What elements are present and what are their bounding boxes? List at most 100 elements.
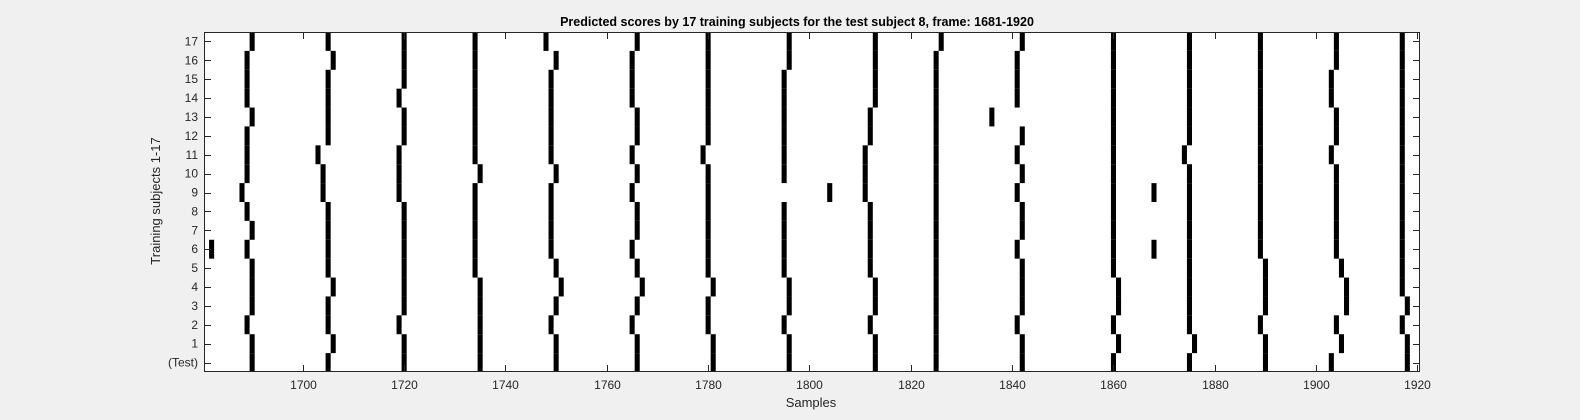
score-mark — [477, 334, 483, 354]
score-mark — [396, 183, 402, 202]
score-mark — [1019, 296, 1025, 316]
score-mark — [396, 88, 402, 108]
score-mark — [1333, 164, 1339, 184]
score-mark — [1399, 145, 1405, 165]
score-mark — [705, 220, 711, 240]
score-mark — [933, 50, 939, 70]
score-mark — [249, 258, 255, 278]
score-mark — [710, 277, 716, 297]
score-mark — [1181, 145, 1187, 165]
score-mark — [325, 126, 331, 146]
score-mark — [548, 69, 554, 89]
score-mark — [249, 220, 255, 240]
score-mark — [933, 315, 939, 335]
score-mark — [477, 353, 483, 372]
score-mark — [781, 145, 787, 165]
score-mark — [933, 107, 939, 127]
score-mark — [933, 353, 939, 372]
score-mark — [1014, 145, 1020, 165]
score-mark — [1110, 145, 1116, 165]
x-ticks-layer: 1700 1720 1740 1760 1780 1800 1820 1840 1860 1880… — [290, 32, 1431, 392]
score-mark — [862, 145, 868, 165]
x-tick-label: 1840 — [999, 378, 1026, 392]
y-tick-label: 8 — [191, 204, 198, 218]
score-mark — [558, 277, 564, 297]
x-tick-label: 1720 — [391, 378, 418, 392]
score-mark — [827, 183, 833, 202]
score-mark — [872, 353, 878, 372]
score-mark — [781, 69, 787, 89]
score-mark — [244, 202, 250, 221]
score-mark — [548, 107, 554, 127]
score-mark — [700, 145, 706, 165]
score-mark — [786, 277, 792, 297]
score-mark — [933, 220, 939, 240]
score-mark — [933, 239, 939, 259]
score-mark — [1186, 277, 1192, 297]
score-mark — [325, 239, 331, 259]
score-mark — [401, 202, 407, 221]
score-mark — [244, 88, 250, 108]
score-mark — [325, 202, 331, 221]
score-mark — [1333, 202, 1339, 221]
score-mark — [781, 220, 787, 240]
score-mark — [1333, 220, 1339, 240]
score-mark — [1014, 88, 1020, 108]
score-mark — [634, 296, 640, 316]
score-mark — [933, 277, 939, 297]
score-mark — [867, 220, 873, 240]
score-mark — [1186, 258, 1192, 278]
score-mark — [249, 353, 255, 372]
score-mark — [629, 239, 635, 259]
x-tick-label: 1760 — [594, 378, 621, 392]
score-mark — [472, 258, 478, 278]
score-mark — [401, 277, 407, 297]
score-mark — [781, 258, 787, 278]
score-mark — [239, 183, 245, 202]
score-mark — [781, 164, 787, 184]
score-mark — [1328, 88, 1334, 108]
y-tick-label: 16 — [185, 53, 199, 67]
score-mark — [325, 258, 331, 278]
score-mark — [1014, 239, 1020, 259]
score-mark — [705, 50, 711, 70]
score-mark — [401, 126, 407, 146]
score-mark — [548, 315, 554, 335]
score-mark — [1110, 88, 1116, 108]
x-tick-label: 1820 — [898, 378, 925, 392]
score-mark — [548, 239, 554, 259]
score-mark — [1399, 164, 1405, 184]
score-mark — [401, 50, 407, 70]
score-mark — [1257, 32, 1263, 51]
score-mark — [1338, 334, 1344, 354]
score-mark — [872, 277, 878, 297]
score-mark — [1014, 315, 1020, 335]
y-tick-label: 17 — [185, 34, 199, 48]
score-mark — [320, 183, 326, 202]
score-mark — [1257, 88, 1263, 108]
score-mark — [244, 315, 250, 335]
score-mark — [1262, 334, 1268, 354]
score-mark — [786, 334, 792, 354]
score-mark — [1019, 353, 1025, 372]
score-mark — [244, 69, 250, 89]
score-mark — [472, 107, 478, 127]
score-mark — [705, 32, 711, 51]
score-mark — [933, 164, 939, 184]
score-mark — [1328, 353, 1334, 372]
score-mark — [1110, 107, 1116, 127]
score-mark — [548, 183, 554, 202]
score-mark — [472, 220, 478, 240]
score-mark — [401, 258, 407, 278]
score-mark — [1110, 69, 1116, 89]
score-mark — [1399, 126, 1405, 146]
score-mark — [472, 50, 478, 70]
score-mark — [1186, 32, 1192, 51]
score-mark — [325, 220, 331, 240]
score-mark — [1399, 239, 1405, 259]
score-mark — [1328, 145, 1334, 165]
score-mark — [1110, 50, 1116, 70]
score-mark — [1257, 69, 1263, 89]
score-mark — [1186, 296, 1192, 316]
